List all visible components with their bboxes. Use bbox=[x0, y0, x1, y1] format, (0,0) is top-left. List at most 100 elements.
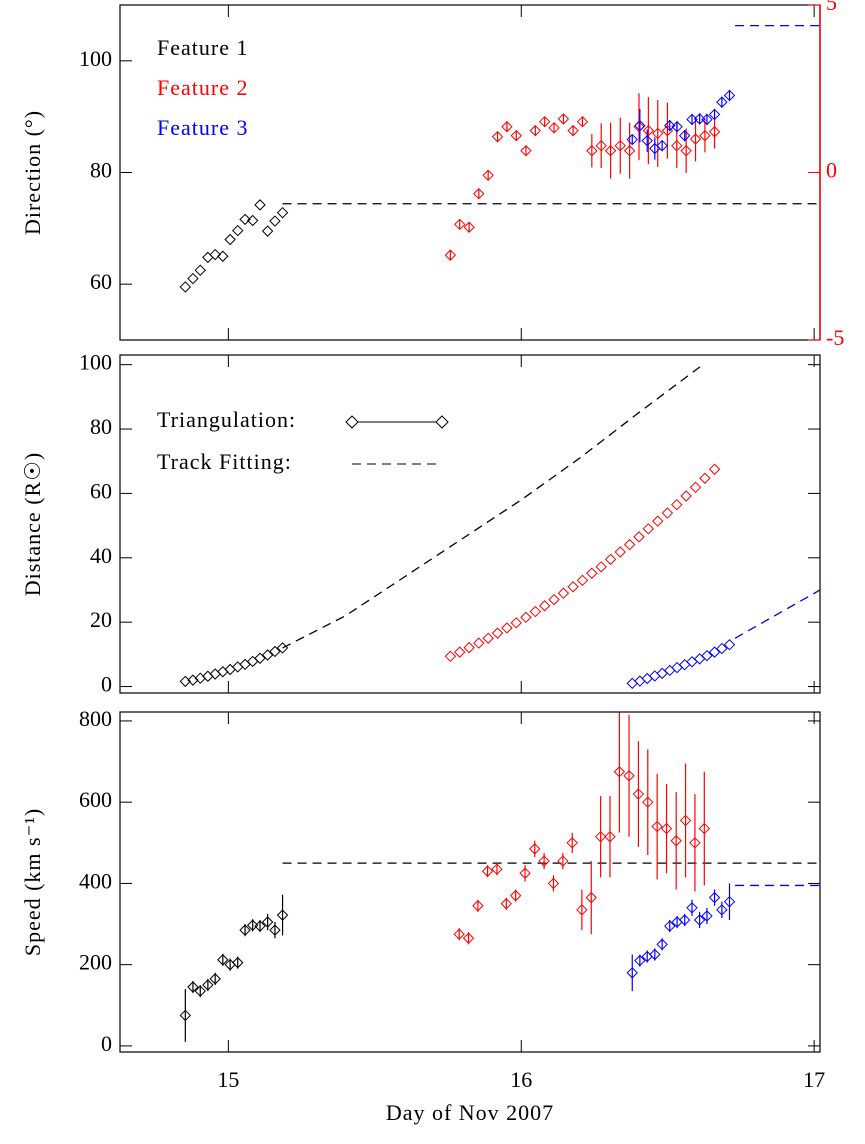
marker bbox=[614, 546, 626, 558]
marker bbox=[699, 129, 711, 142]
marker bbox=[708, 463, 721, 475]
marker bbox=[701, 910, 713, 922]
marker bbox=[671, 498, 683, 511]
marker bbox=[261, 225, 274, 237]
marker bbox=[538, 855, 550, 867]
y-tick-label: 100 bbox=[79, 350, 112, 375]
marker bbox=[701, 649, 713, 662]
marker bbox=[261, 916, 274, 928]
plot-area bbox=[179, 25, 820, 293]
marker bbox=[520, 611, 532, 624]
marker bbox=[623, 770, 635, 782]
marker bbox=[661, 507, 674, 519]
marker bbox=[651, 820, 663, 833]
marker bbox=[699, 472, 711, 484]
y-tick-label: 60 bbox=[90, 269, 112, 294]
marker bbox=[652, 515, 664, 527]
marker bbox=[187, 674, 199, 686]
marker bbox=[179, 281, 192, 293]
marker bbox=[269, 645, 281, 658]
marker bbox=[634, 119, 646, 132]
marker bbox=[716, 96, 728, 108]
marker bbox=[689, 837, 701, 849]
marker bbox=[689, 133, 702, 145]
marker bbox=[595, 139, 607, 152]
marker bbox=[604, 830, 616, 843]
marker bbox=[594, 830, 607, 843]
marker bbox=[716, 642, 728, 655]
marker bbox=[500, 898, 513, 910]
marker bbox=[473, 637, 485, 649]
marker bbox=[634, 954, 646, 967]
y-axis-label: Direction (°) bbox=[20, 110, 45, 235]
marker bbox=[254, 652, 266, 664]
marker bbox=[269, 924, 281, 936]
marker bbox=[686, 902, 698, 914]
y-tick-label: 80 bbox=[90, 414, 112, 439]
marker bbox=[254, 920, 266, 932]
legend-label: Feature 1 bbox=[157, 35, 248, 60]
marker bbox=[217, 954, 229, 966]
x-tick-label: 16 bbox=[510, 1067, 532, 1092]
marker bbox=[652, 127, 664, 140]
marker bbox=[716, 904, 728, 916]
marker bbox=[678, 129, 691, 142]
marker bbox=[633, 531, 645, 543]
marker bbox=[481, 865, 494, 877]
marker bbox=[670, 835, 682, 847]
marker bbox=[224, 233, 236, 246]
marker bbox=[548, 593, 560, 606]
y-tick-label: 20 bbox=[90, 607, 112, 632]
marker bbox=[276, 206, 289, 219]
marker bbox=[656, 938, 668, 951]
marker bbox=[660, 822, 673, 835]
marker bbox=[613, 766, 626, 778]
y-tick-label: 600 bbox=[79, 787, 112, 812]
marker bbox=[491, 863, 503, 875]
marker bbox=[246, 919, 259, 931]
marker bbox=[576, 904, 588, 916]
marker bbox=[454, 646, 466, 658]
marker bbox=[585, 891, 597, 904]
marker bbox=[520, 145, 532, 157]
marker bbox=[501, 622, 513, 634]
marker bbox=[595, 561, 607, 573]
marker bbox=[576, 115, 589, 128]
marker bbox=[680, 490, 692, 502]
marker bbox=[701, 113, 713, 126]
marker bbox=[246, 214, 259, 227]
marker bbox=[614, 139, 626, 152]
marker bbox=[194, 985, 206, 997]
marker bbox=[557, 855, 569, 867]
y-tick-label: 400 bbox=[79, 868, 112, 893]
marker bbox=[548, 122, 560, 134]
marker bbox=[680, 145, 692, 157]
marker bbox=[261, 649, 274, 661]
marker bbox=[239, 924, 251, 936]
frame bbox=[119, 354, 821, 694]
marker bbox=[604, 553, 617, 566]
x-axis-label: Day of Nov 2007 bbox=[386, 1100, 554, 1125]
marker bbox=[491, 627, 504, 639]
marker bbox=[642, 796, 654, 808]
marker bbox=[671, 139, 683, 152]
marker bbox=[501, 121, 513, 133]
track-fit-line bbox=[282, 364, 704, 649]
marker bbox=[708, 126, 721, 138]
marker bbox=[509, 889, 522, 902]
marker bbox=[693, 113, 706, 125]
y-tick-label: 60 bbox=[90, 478, 112, 503]
marker bbox=[179, 1009, 192, 1022]
y-tick-label: 40 bbox=[90, 543, 112, 568]
marker bbox=[232, 224, 244, 237]
marker bbox=[576, 574, 589, 587]
marker bbox=[538, 600, 551, 612]
marker bbox=[444, 249, 457, 261]
x-tick-label: 15 bbox=[217, 1067, 239, 1092]
marker bbox=[723, 639, 736, 651]
marker bbox=[557, 113, 570, 125]
marker bbox=[453, 928, 465, 940]
marker bbox=[510, 617, 522, 629]
marker bbox=[723, 895, 736, 908]
marker bbox=[664, 119, 676, 132]
